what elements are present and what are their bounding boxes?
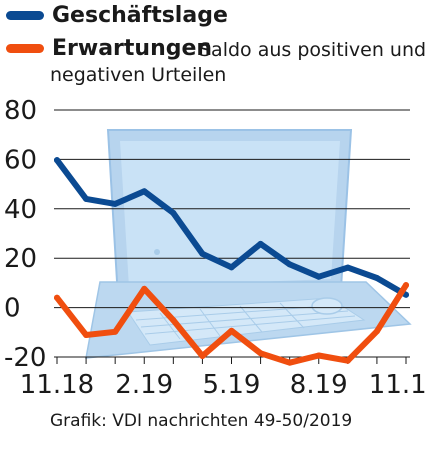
data-point: [141, 188, 148, 195]
y-tick-label: 60: [4, 145, 37, 175]
x-tick-label: 8.19: [290, 370, 348, 400]
x-tick-label: 11.18: [20, 370, 94, 400]
legend-note-line1: Saldo aus positiven und: [199, 39, 426, 61]
y-axis-labels: 80 60 40 20 0 -20: [4, 96, 46, 373]
data-point: [141, 285, 148, 292]
x-tick-label: 11.19: [369, 370, 426, 400]
data-point: [199, 250, 206, 257]
data-point: [54, 294, 60, 301]
y-tick-label: 40: [4, 195, 37, 225]
data-point: [199, 353, 206, 360]
data-point: [228, 264, 235, 271]
legend-label-erwartungen: Erwartungen: [52, 36, 213, 61]
data-point: [170, 317, 177, 324]
x-axis-labels: 11.18 2.19 5.19 8.19 11.19: [20, 370, 426, 400]
legend-swatch-geschaeftslage: [6, 11, 44, 20]
y-tick-label: 80: [4, 96, 37, 126]
data-point: [373, 328, 380, 335]
data-point: [83, 195, 90, 202]
data-point: [403, 282, 409, 289]
data-point: [403, 291, 409, 298]
gridlines: [54, 109, 410, 364]
data-point: [373, 274, 380, 281]
data-point: [344, 357, 351, 364]
data-point: [112, 328, 119, 335]
data-point: [228, 327, 235, 334]
legend-swatch-erwartungen: [6, 44, 44, 53]
legend-note-line2: negativen Urteilen: [50, 64, 227, 86]
x-tick-label: 2.19: [115, 370, 173, 400]
data-point: [83, 332, 90, 339]
data-point: [315, 352, 322, 359]
data-point: [315, 273, 322, 280]
legend-label-geschaeftslage: Geschäftslage: [52, 3, 228, 28]
data-point: [257, 240, 264, 247]
data-point: [344, 264, 351, 271]
x-tick-label: 5.19: [203, 370, 261, 400]
y-tick-label: 20: [4, 244, 37, 274]
data-point: [286, 261, 293, 268]
data-point: [54, 157, 60, 164]
y-tick-label: 0: [4, 294, 21, 324]
series-layer: [54, 157, 409, 366]
data-point: [257, 350, 264, 357]
source-credit: Grafik: VDI nachrichten 49-50/2019: [50, 411, 353, 431]
legend: Geschäftslage Erwartungen Saldo aus posi…: [0, 0, 426, 100]
y-tick-label: -20: [4, 343, 46, 373]
data-point: [112, 200, 119, 207]
data-point: [286, 359, 293, 366]
laptop-illustration: [85, 129, 412, 359]
data-point: [170, 209, 177, 216]
